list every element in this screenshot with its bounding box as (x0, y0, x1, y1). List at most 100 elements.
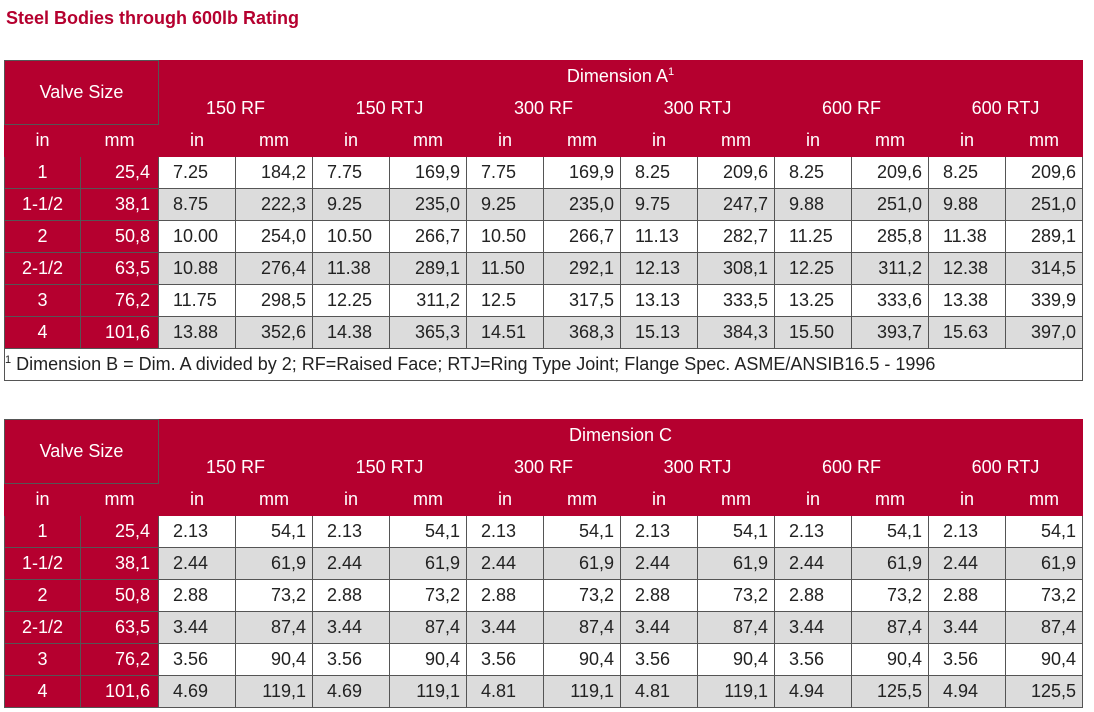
dimension-header: Dimension C (158, 419, 1083, 452)
value-in: 2.13 (620, 515, 698, 548)
value-in: 8.25 (928, 156, 1006, 189)
value-in: 3.56 (620, 643, 698, 676)
value-in: 13.25 (774, 284, 852, 317)
value-mm: 289,1 (389, 252, 467, 285)
table-row: 4 101,6 13.88 352,6 14.38 365,3 14.51 368,3 15.1… (4, 316, 1083, 349)
value-in: 14.38 (312, 316, 390, 349)
unit-in-header: in (4, 124, 81, 157)
value-in: 11.75 (158, 284, 236, 317)
value-mm: 298,5 (235, 284, 313, 317)
value-in: 2.44 (620, 547, 698, 580)
valve-size-mm: 50,8 (80, 220, 159, 253)
value-in: 2.88 (928, 579, 1006, 612)
value-in: 9.88 (774, 188, 852, 221)
ratings-row: 150 RF 150 RTJ 300 RF 300 RTJ 600 RF 600 RTJ (5, 92, 1083, 125)
unit-in-header: in (774, 124, 852, 157)
table-row: 1 25,4 7.25 184,2 7.75 169,9 7.75 169,9 8.25 209,… (4, 156, 1083, 189)
value-in: 11.38 (928, 220, 1006, 253)
value-mm: 397,0 (1005, 316, 1083, 349)
value-mm: 119,1 (389, 675, 467, 708)
value-mm: 282,7 (697, 220, 775, 253)
value-in: 9.88 (928, 188, 1006, 221)
unit-mm-header: mm (80, 124, 159, 157)
value-mm: 184,2 (235, 156, 313, 189)
value-in: 2.13 (312, 515, 390, 548)
rating-header: 600 RF (774, 451, 929, 484)
value-in: 2.13 (466, 515, 544, 548)
value-mm: 311,2 (389, 284, 467, 317)
footnote-marker: 1 (5, 354, 12, 366)
valve-size-mm: 25,4 (80, 156, 159, 189)
value-in: 10.88 (158, 252, 236, 285)
value-in: 4.69 (312, 675, 390, 708)
unit-in-header: in (466, 124, 544, 157)
value-in: 2.88 (774, 579, 852, 612)
unit-mm-header: mm (235, 124, 313, 157)
value-in: 3.56 (158, 643, 236, 676)
ratings-row: 150 RF 150 RTJ 300 RF 300 RTJ 600 RF 600 RTJ (5, 451, 1083, 484)
table-row: 2 50,8 10.00 254,0 10.50 266,7 10.50 266,7 11.13… (4, 220, 1083, 253)
table-row: 1-1/2 38,1 2.44 61,9 2.44 61,9 2.44 61,9 2.44 61,… (4, 547, 1083, 580)
value-mm: 235,0 (543, 188, 621, 221)
value-mm: 61,9 (851, 547, 929, 580)
value-in: 10.50 (312, 220, 390, 253)
value-mm: 73,2 (851, 579, 929, 612)
unit-mm-header: mm (851, 124, 929, 157)
value-in: 13.88 (158, 316, 236, 349)
value-in: 3.56 (466, 643, 544, 676)
unit-mm-header: mm (80, 483, 159, 516)
table-row: 1-1/2 38,1 8.75 222,3 9.25 235,0 9.25 235,0 9.75… (4, 188, 1083, 221)
value-in: 2.88 (158, 579, 236, 612)
value-mm: 339,9 (1005, 284, 1083, 317)
valve-size-mm: 38,1 (80, 547, 159, 580)
value-in: 11.50 (466, 252, 544, 285)
table-row: 2-1/2 63,5 10.88 276,4 11.38 289,1 11.50 292,1 1… (4, 252, 1083, 285)
value-in: 8.25 (620, 156, 698, 189)
valve-size-in: 1 (4, 515, 81, 548)
value-mm: 61,9 (543, 547, 621, 580)
value-mm: 235,0 (389, 188, 467, 221)
value-mm: 54,1 (697, 515, 775, 548)
value-mm: 169,9 (389, 156, 467, 189)
valve-size-mm: 63,5 (80, 252, 159, 285)
value-in: 12.38 (928, 252, 1006, 285)
rating-header: 300 RF (466, 451, 621, 484)
value-mm: 73,2 (235, 579, 313, 612)
value-in: 9.25 (312, 188, 390, 221)
value-in: 10.50 (466, 220, 544, 253)
valve-size-mm: 25,4 (80, 515, 159, 548)
valve-size-in: 1 (4, 156, 81, 189)
value-in: 2.13 (928, 515, 1006, 548)
value-in: 4.94 (928, 675, 1006, 708)
unit-in-header: in (928, 483, 1006, 516)
value-mm: 266,7 (389, 220, 467, 253)
value-in: 13.13 (620, 284, 698, 317)
value-mm: 276,4 (235, 252, 313, 285)
footnote-row: 1 Dimension B = Dim. A divided by 2; RF=… (4, 348, 1083, 381)
value-in: 4.94 (774, 675, 852, 708)
unit-in-header: in (312, 483, 390, 516)
value-mm: 61,9 (235, 547, 313, 580)
value-in: 15.13 (620, 316, 698, 349)
value-mm: 90,4 (543, 643, 621, 676)
valve-size-in: 1-1/2 (4, 547, 81, 580)
value-mm: 90,4 (389, 643, 467, 676)
table-row: 3 76,2 3.56 90,4 3.56 90,4 3.56 90,4 3.56 90,4 3.5… (4, 643, 1083, 676)
unit-in-header: in (4, 483, 81, 516)
value-mm: 209,6 (851, 156, 929, 189)
value-mm: 61,9 (1005, 547, 1083, 580)
valve-size-in: 4 (4, 675, 81, 708)
value-in: 4.69 (158, 675, 236, 708)
value-mm: 119,1 (697, 675, 775, 708)
value-in: 2.44 (466, 547, 544, 580)
unit-in-header: in (620, 483, 698, 516)
value-mm: 317,5 (543, 284, 621, 317)
rating-header: 600 RTJ (928, 451, 1083, 484)
units-row: in mm in mm in mm in mm in mm in mm in mm (4, 124, 1083, 157)
rating-header: 600 RF (774, 92, 929, 125)
value-mm: 384,3 (697, 316, 775, 349)
unit-in-header: in (620, 124, 698, 157)
value-in: 3.56 (928, 643, 1006, 676)
valve-size-in: 2-1/2 (4, 252, 81, 285)
value-in: 11.38 (312, 252, 390, 285)
